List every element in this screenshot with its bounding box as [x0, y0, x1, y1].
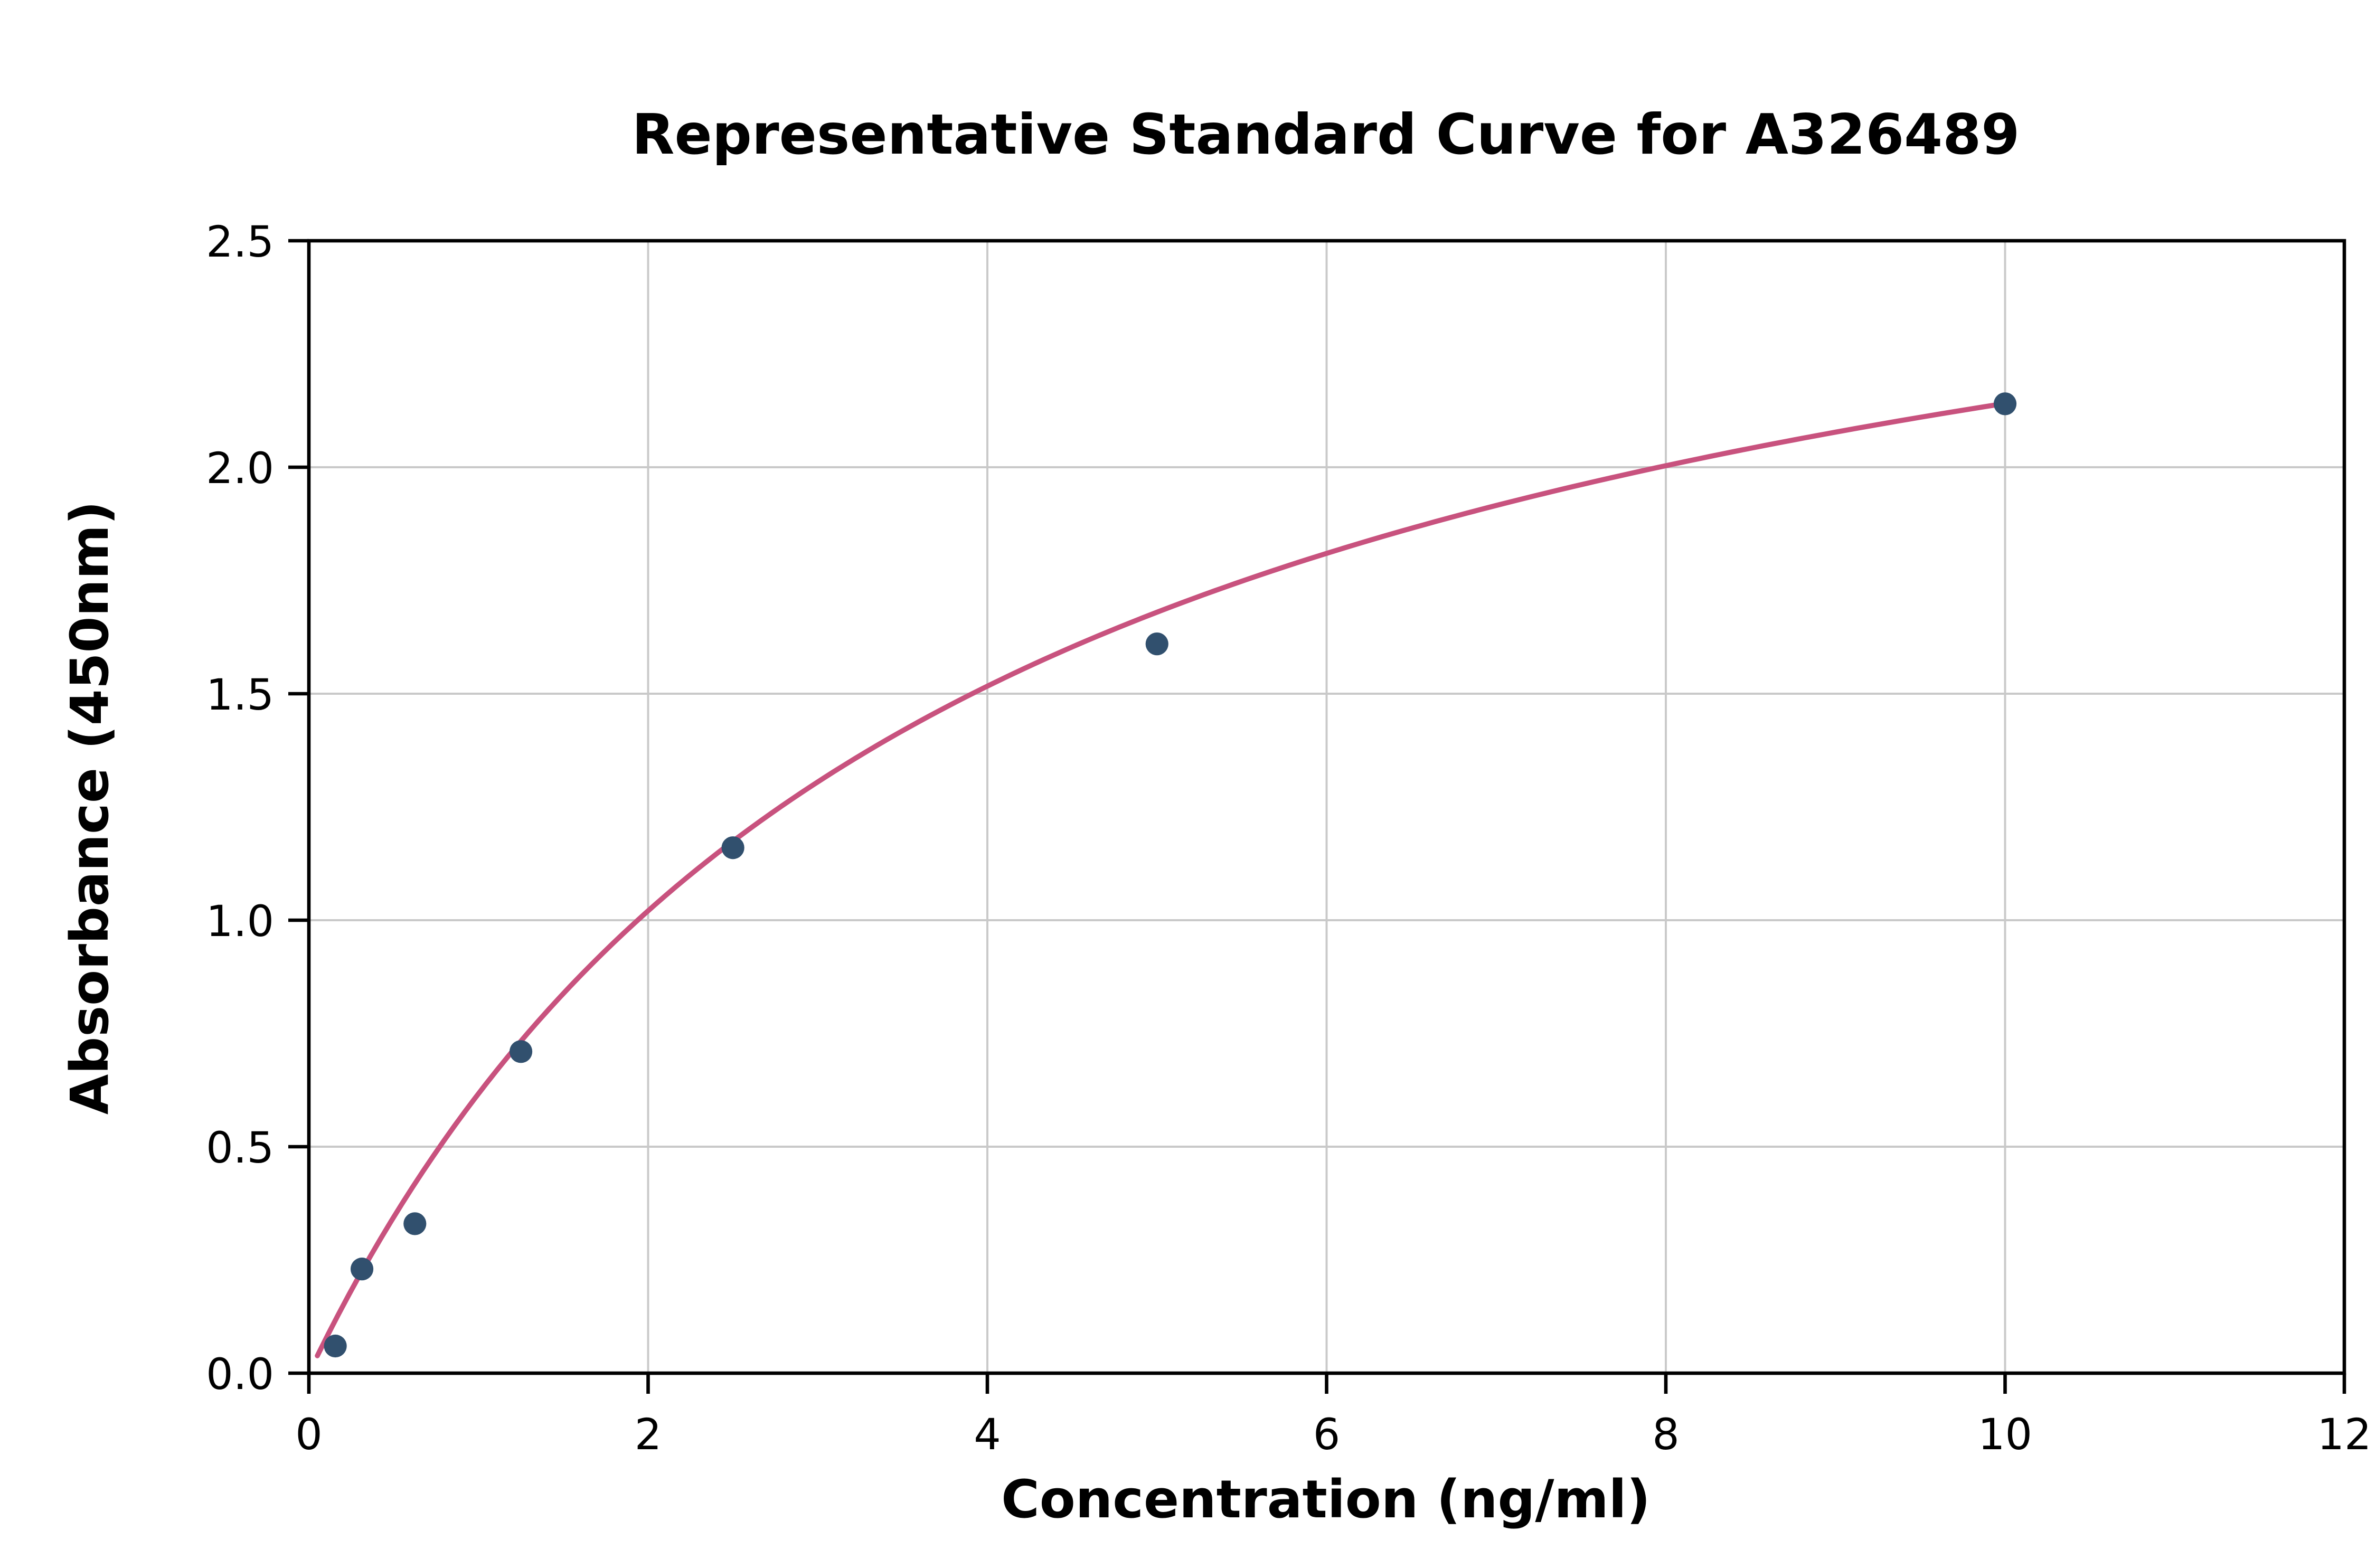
y-axis-label: Absorbance (450nm): [60, 501, 120, 1114]
x-tick-label: 6: [1313, 1410, 1341, 1460]
axis-tick-marks: [288, 239, 2346, 1394]
data-point: [324, 1334, 347, 1358]
x-tick-label: 10: [1978, 1410, 2032, 1460]
y-tick-label: 1.0: [206, 897, 274, 947]
data-point: [350, 1258, 374, 1281]
data-points: [324, 392, 2017, 1358]
chart-title: Representative Standard Curve for A32648…: [632, 102, 2020, 167]
data-point: [509, 1040, 533, 1063]
x-tick-label: 4: [974, 1410, 1001, 1460]
y-tick-label: 2.5: [206, 218, 274, 267]
x-tick-label: 8: [1652, 1410, 1680, 1460]
x-tick-label: 0: [295, 1410, 323, 1460]
grid-lines: [309, 240, 2345, 1373]
x-tick-label: 12: [2317, 1410, 2371, 1460]
x-axis-label: Concentration (ng/ml): [1001, 1469, 1651, 1530]
x-tick-label: 2: [635, 1410, 662, 1460]
data-point: [403, 1212, 427, 1235]
y-tick-label: 0.5: [206, 1123, 274, 1173]
fit-curve-line: [315, 401, 2008, 1358]
data-point: [1993, 392, 2017, 415]
y-tick-label: 1.5: [206, 670, 274, 720]
y-tick-label: 0.0: [206, 1350, 274, 1400]
data-point: [721, 836, 744, 859]
data-point: [1145, 632, 1168, 656]
y-tick-label: 2.0: [206, 444, 274, 494]
axis-tick-labels: 0 2 4 6 8 10 12 0.0 0.5 1.0 1.5 2.0 2.5: [206, 218, 2371, 1460]
